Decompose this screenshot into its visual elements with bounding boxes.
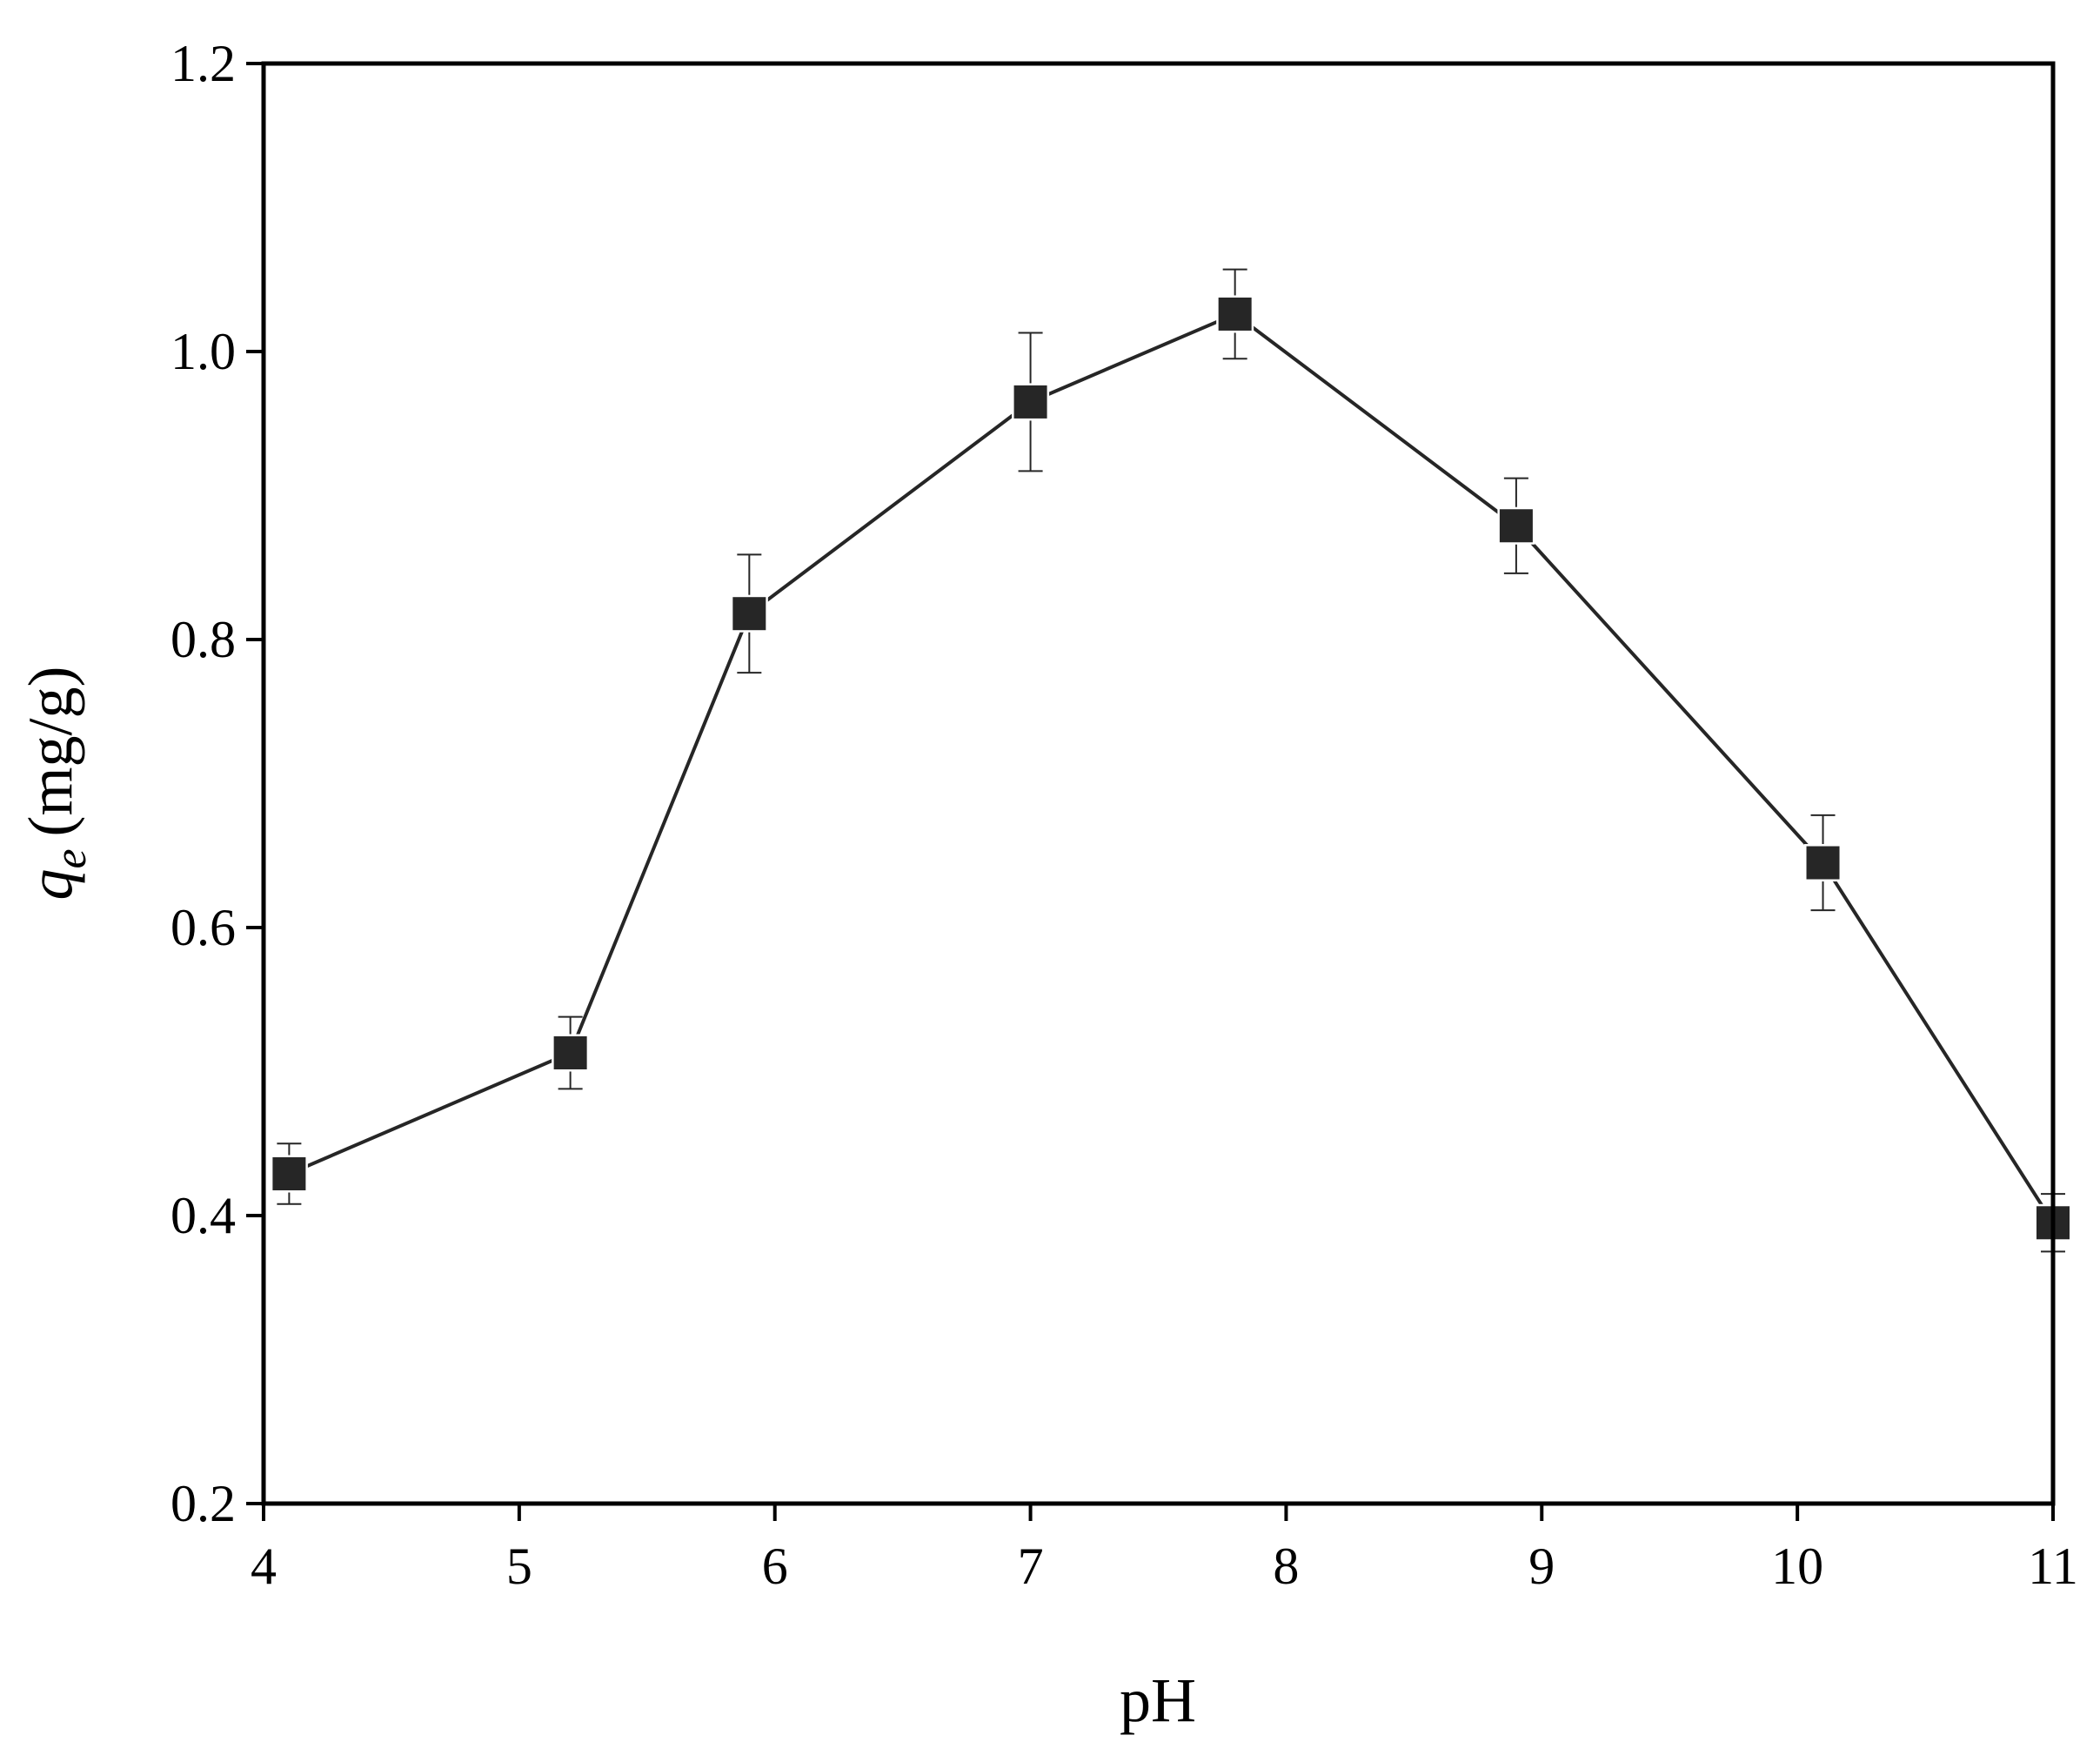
marker <box>1804 844 1843 882</box>
y-tick-label: 0.2 <box>171 1475 236 1532</box>
x-tick-label: 4 <box>251 1538 277 1595</box>
y-axis-subscript: e <box>46 848 96 868</box>
x-tick-label: 8 <box>1273 1538 1299 1595</box>
plot-frame <box>261 61 2056 1506</box>
marker <box>1497 506 1535 545</box>
y-tick-label: 0.4 <box>171 1187 236 1244</box>
x-tick-label: 6 <box>762 1538 788 1595</box>
y-tick-label: 1.2 <box>171 35 236 92</box>
y-axis-unit: (mg/g) <box>16 666 85 836</box>
x-tick-label: 11 <box>2028 1538 2078 1595</box>
y-axis-title: qe (mg/g) <box>16 666 96 900</box>
x-axis-title: pH <box>1120 1665 1196 1735</box>
marker <box>552 1034 590 1072</box>
x-tick-label: 5 <box>506 1538 532 1595</box>
y-tick-label: 0.6 <box>171 899 236 956</box>
y-tick-label: 0.8 <box>171 611 236 668</box>
marker <box>270 1155 308 1193</box>
marker <box>1012 383 1050 421</box>
data-line <box>288 312 2055 1224</box>
y-axis-symbol: q <box>16 869 85 901</box>
marker <box>730 594 768 633</box>
x-tick-label: 10 <box>1771 1538 1823 1595</box>
y-tick-label: 1.0 <box>171 323 236 380</box>
x-tick-label: 9 <box>1528 1538 1555 1595</box>
x-tick-label: 7 <box>1018 1538 1044 1595</box>
marker <box>1216 295 1254 333</box>
